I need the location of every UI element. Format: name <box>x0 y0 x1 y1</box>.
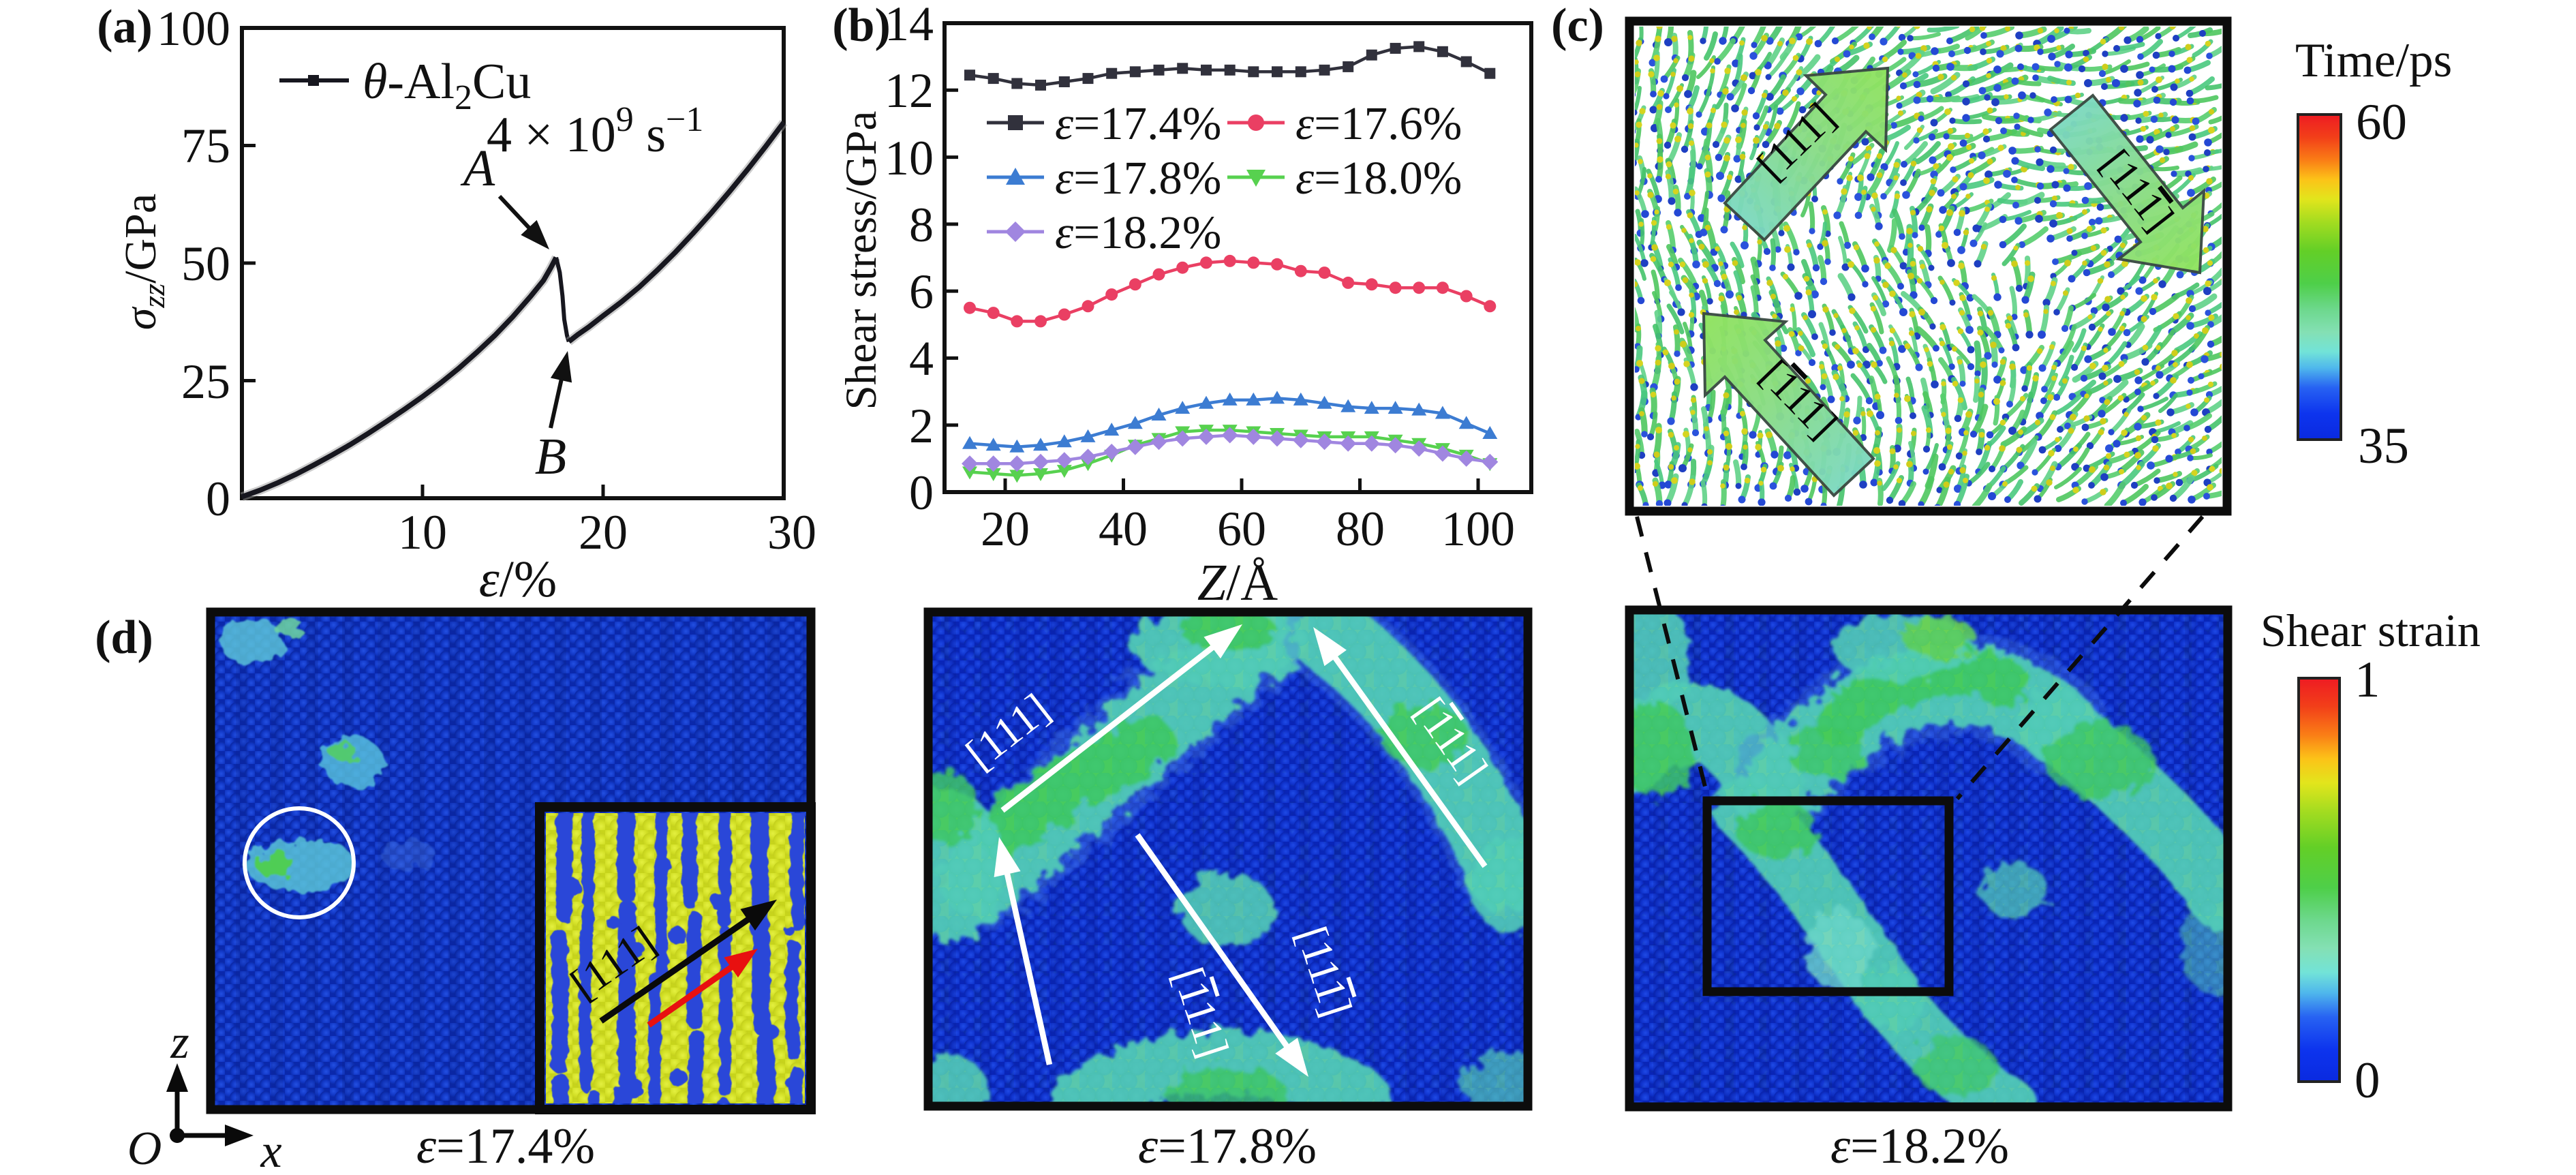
svg-text:10: 10 <box>398 505 447 560</box>
svg-text:30: 30 <box>767 505 816 560</box>
svg-text:40: 40 <box>1099 502 1148 556</box>
svg-text:ε=17.8%: ε=17.8% <box>1055 152 1221 204</box>
svg-text:ε=17.8%: ε=17.8% <box>1138 1118 1317 1174</box>
svg-text:0: 0 <box>2355 1052 2380 1109</box>
svg-text:Shear stress/GPa: Shear stress/GPa <box>837 111 886 410</box>
svg-text:12: 12 <box>885 63 934 118</box>
svg-text:z: z <box>170 1016 189 1069</box>
svg-text:ε=17.6%: ε=17.6% <box>1295 97 1462 149</box>
svg-text:60: 60 <box>1217 502 1266 556</box>
svg-text:(c): (c) <box>1551 0 1604 52</box>
svg-text:35: 35 <box>2358 418 2409 474</box>
svg-text:ε/%: ε/% <box>479 551 557 608</box>
svg-text:1: 1 <box>2355 652 2380 708</box>
svg-text:60: 60 <box>2356 94 2407 151</box>
svg-text:14: 14 <box>885 0 934 51</box>
svg-text:ε=18.0%: ε=18.0% <box>1295 152 1462 204</box>
svg-text:Shear strain: Shear strain <box>2260 605 2481 656</box>
svg-text:σzz/GPa: σzz/GPa <box>116 194 171 330</box>
svg-text:80: 80 <box>1336 502 1385 556</box>
svg-text:100: 100 <box>1441 502 1515 556</box>
svg-text:Z/Å: Z/Å <box>1197 554 1278 611</box>
svg-text:25: 25 <box>181 354 230 409</box>
svg-text:Time/ps: Time/ps <box>2295 34 2452 87</box>
svg-text:2: 2 <box>909 399 934 453</box>
svg-text:0: 0 <box>909 466 934 520</box>
svg-text:(d): (d) <box>95 611 153 664</box>
svg-text:20: 20 <box>579 505 628 560</box>
svg-text:ε=18.2%: ε=18.2% <box>1055 207 1221 258</box>
svg-text:B: B <box>535 428 566 485</box>
svg-text:x: x <box>260 1125 281 1175</box>
svg-text:(b): (b) <box>832 0 891 52</box>
svg-text:(a): (a) <box>97 1 153 53</box>
svg-text:50: 50 <box>181 236 230 291</box>
svg-text:100: 100 <box>157 1 230 56</box>
svg-text:6: 6 <box>909 264 934 319</box>
svg-text:A: A <box>460 140 495 197</box>
svg-text:10: 10 <box>885 131 934 185</box>
svg-text:4 × 109 s−1: 4 × 109 s−1 <box>487 100 703 163</box>
svg-text:4: 4 <box>909 331 934 386</box>
svg-text:ε=18.2%: ε=18.2% <box>1830 1118 2009 1174</box>
svg-text:75: 75 <box>181 119 230 173</box>
svg-text:O: O <box>127 1123 162 1175</box>
svg-text:θ-Al2Cu: θ-Al2Cu <box>363 54 531 117</box>
svg-text:8: 8 <box>909 198 934 252</box>
svg-text:20: 20 <box>981 502 1030 556</box>
svg-text:ε=17.4%: ε=17.4% <box>416 1118 595 1174</box>
svg-text:ε=17.4%: ε=17.4% <box>1055 97 1221 149</box>
svg-text:0: 0 <box>206 472 230 526</box>
